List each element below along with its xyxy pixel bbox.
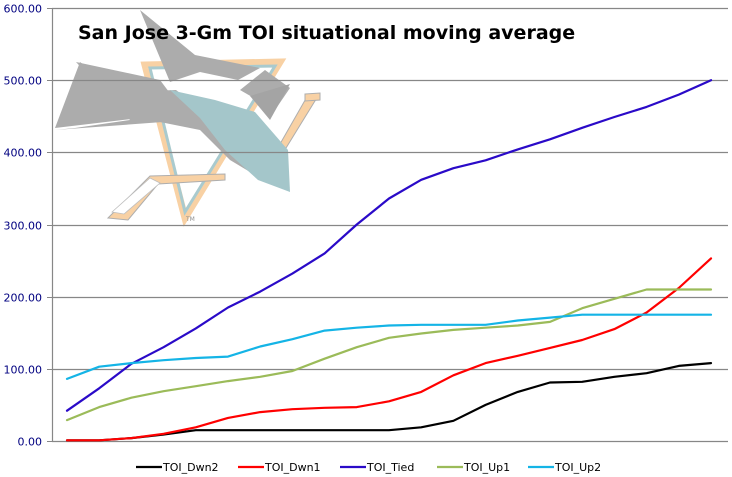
- legend-label: TOI_Tied: [366, 461, 414, 474]
- y-tick-label: 400.00: [4, 147, 43, 160]
- y-tick-label: 100.00: [4, 364, 43, 377]
- series-lines: [65, 79, 713, 442]
- chart-title: San Jose 3-Gm TOI situational moving ave…: [78, 22, 575, 44]
- series-line-toi-dwn1: [65, 257, 713, 442]
- legend-label: TOI_Up1: [463, 461, 510, 474]
- legend-item-toi-tied: TOI_Tied: [340, 461, 414, 474]
- y-tick-label: 500.00: [4, 75, 43, 88]
- legend: TOI_Dwn2 TOI_Dwn1 TOI_Tied TOI_Up1 TOI_Up2: [136, 461, 601, 474]
- legend-label: TOI_Dwn1: [264, 461, 321, 474]
- legend-label: TOI_Dwn2: [162, 461, 219, 474]
- legend-item-toi-dwn1: TOI_Dwn1: [238, 461, 321, 474]
- legend-item-toi-dwn2: TOI_Dwn2: [136, 461, 219, 474]
- legend-item-toi-up1: TOI_Up1: [437, 461, 510, 474]
- legend-item-toi-up2: TOI_Up2: [528, 461, 601, 474]
- y-tick-label: 600.00: [4, 3, 43, 16]
- y-tick-label: 300.00: [4, 220, 43, 233]
- y-tick-label: 200.00: [4, 292, 43, 305]
- gridlines: [52, 7, 728, 443]
- legend-label: TOI_Up2: [554, 461, 601, 474]
- trademark-label: TM: [185, 216, 195, 223]
- y-axis: 0.00 100.00 200.00 300.00 400.00 500.00 600.00: [4, 3, 54, 449]
- y-tick-label: 0.00: [18, 436, 43, 449]
